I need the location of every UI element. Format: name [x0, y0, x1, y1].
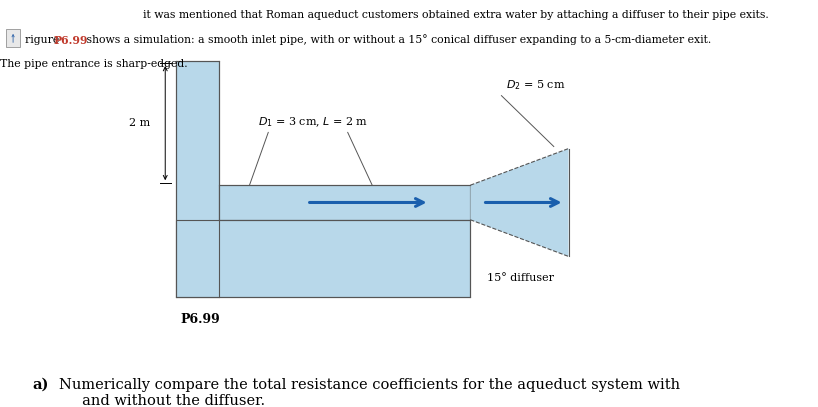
Polygon shape	[470, 149, 569, 256]
Text: $D_1$ = 3 cm, $L$ = 2 m: $D_1$ = 3 cm, $L$ = 2 m	[258, 115, 368, 129]
Text: Numerically compare the total resistance coefficients for the aqueduct system wi: Numerically compare the total resistance…	[59, 378, 680, 407]
Text: P6.99: P6.99	[180, 313, 220, 326]
Text: The pipe entrance is sharp-edged.: The pipe entrance is sharp-edged.	[0, 59, 187, 69]
Text: $D_2$ = 5 cm: $D_2$ = 5 cm	[506, 79, 565, 92]
Text: P6.99: P6.99	[53, 35, 88, 46]
Text: it was mentioned that Roman aqueduct customers obtained extra water by attaching: it was mentioned that Roman aqueduct cus…	[143, 10, 769, 20]
Text: 15° diffuser: 15° diffuser	[487, 273, 554, 283]
Text: a): a)	[33, 378, 49, 392]
Text: rigure: rigure	[25, 35, 62, 45]
Text: 2 m: 2 m	[129, 118, 151, 128]
Bar	[176, 61, 219, 297]
Bar	[219, 185, 470, 220]
FancyBboxPatch shape	[6, 29, 20, 47]
Bar	[176, 220, 470, 297]
Text: shows a simulation: a smooth inlet pipe, with or without a 15° conical diffuser : shows a simulation: a smooth inlet pipe,…	[83, 35, 712, 46]
